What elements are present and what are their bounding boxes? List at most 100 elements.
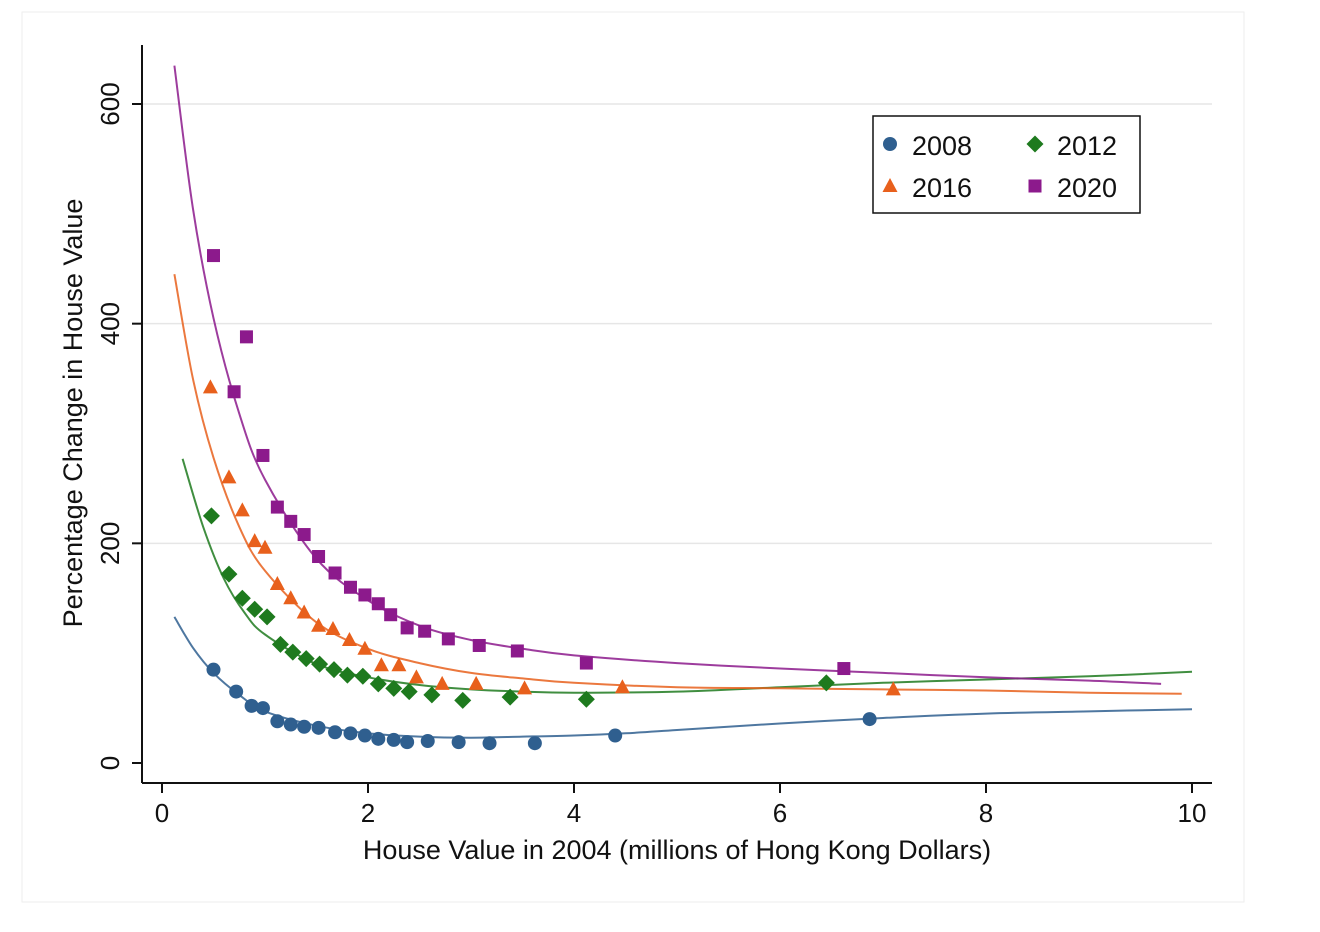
point-2012-6 [284,643,302,661]
point-2020-11 [371,597,385,611]
point-2012-19 [817,674,835,692]
point-2008-3 [255,701,270,716]
point-2020-18 [579,656,593,670]
x-tick-label-2: 4 [567,798,581,828]
legend-label-2016: 2016 [912,173,972,203]
point-2020-0 [207,249,220,263]
point-2008-2 [244,698,259,713]
point-2016-2 [234,502,250,517]
point-2020-14 [418,624,432,638]
point-2020-3 [256,448,270,462]
point-2016-3 [247,533,263,548]
point-2020-8 [328,566,342,580]
point-2020-6 [297,528,311,542]
legend-marker-2020 [1028,179,1042,193]
x-axis-title: House Value in 2004 (millions of Hong Ko… [363,835,991,865]
series-2020 [207,249,851,676]
point-2020-7 [312,550,326,564]
point-2016-10 [341,631,357,646]
legend-marker-2012 [1026,135,1044,153]
point-2016-8 [311,617,327,632]
point-2020-4 [270,500,284,514]
x-tick-label-3: 6 [773,798,787,828]
point-2008-13 [400,735,415,750]
point-2008-17 [527,736,542,751]
point-2020-10 [358,588,372,602]
point-2008-0 [206,662,221,677]
point-2008-18 [608,728,623,743]
point-2012-16 [454,691,472,709]
point-2020-17 [510,644,524,658]
point-2008-7 [311,720,326,735]
point-2012-17 [501,688,519,706]
point-2016-17 [517,680,533,695]
point-2012-11 [354,667,372,685]
point-2012-3 [246,600,264,618]
point-2020-9 [343,580,357,594]
x-tick-label-4: 8 [979,798,993,828]
point-2016-9 [325,621,341,636]
y-tick-label-0: 0 [95,756,125,770]
point-2008-10 [357,728,372,743]
point-2012-4 [258,608,276,626]
point-2012-10 [338,666,356,684]
legend-box [872,115,1141,214]
point-2012-8 [311,655,329,673]
point-2016-1 [221,469,237,484]
x-tick-label-0: 0 [155,798,169,828]
point-2016-14 [408,669,424,684]
series-2008 [206,662,877,751]
point-2016-7 [296,604,312,619]
gridlines [142,103,1212,545]
y-axis-title: Percentage Change in House Value [58,199,88,628]
legend-label-2012: 2012 [1057,131,1117,161]
point-2008-16 [482,736,497,751]
point-2016-6 [283,590,299,605]
point-2016-12 [373,657,389,672]
axes [141,45,1212,784]
point-2008-6 [297,719,312,734]
point-2016-5 [269,575,285,590]
y-tick-label-1: 200 [95,522,125,565]
ticks: 0 200 400 600 0 2 4 6 8 10 [95,82,1206,828]
point-2012-15 [423,686,441,704]
legend-marker-2008 [883,137,897,151]
fit-line-2016 [173,274,1182,695]
legend: 2008 2012 2016 2020 [872,115,1141,214]
point-2016-18 [614,679,630,694]
point-2020-1 [239,330,253,344]
point-2020-19 [837,662,851,676]
point-2012-12 [369,675,387,693]
series-2016 [202,379,901,696]
point-2016-4 [257,539,273,554]
point-2008-14 [420,734,435,749]
point-2012-18 [577,690,595,708]
point-2020-5 [284,514,298,528]
legend-label-2008: 2008 [912,131,972,161]
point-2008-8 [328,725,343,740]
y-tick-label-2: 400 [95,302,125,345]
x-tick-label-5: 10 [1178,798,1207,828]
point-2016-11 [357,640,373,655]
point-2008-12 [386,732,401,747]
series-2012 [202,507,835,709]
point-2012-1 [220,565,238,583]
point-2008-1 [229,684,244,699]
point-2008-5 [283,717,298,732]
point-2016-19 [885,681,901,696]
point-2008-19 [862,712,877,727]
point-2008-11 [371,731,386,746]
point-2016-16 [468,675,484,690]
point-2016-13 [391,657,407,672]
point-2008-4 [270,714,285,729]
point-2012-5 [271,635,289,653]
point-2012-2 [233,589,251,607]
legend-marker-2016 [882,178,898,192]
point-2012-13 [385,679,403,697]
point-2012-14 [400,683,418,701]
point-2016-15 [434,675,450,690]
point-2016-0 [202,379,218,394]
x-tick-label-1: 2 [361,798,375,828]
